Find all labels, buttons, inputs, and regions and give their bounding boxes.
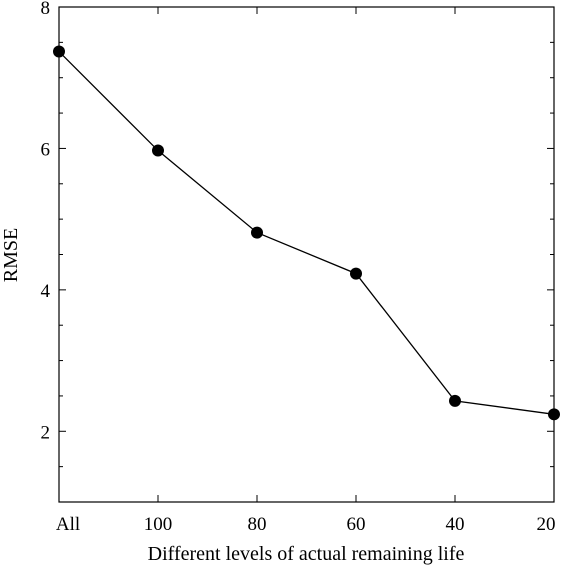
x-tick-label: 80 <box>248 514 267 535</box>
x-tick-label: 20 <box>537 514 556 535</box>
data-point <box>449 394 461 407</box>
y-tick-labels: 2 4 6 8 <box>41 0 51 443</box>
x-tick-label: All <box>56 514 80 535</box>
series-line <box>58 51 555 415</box>
y-tick-label: 2 <box>41 422 51 443</box>
x-axis-title: Different levels of actual remaining lif… <box>148 543 465 565</box>
y-tick-label: 8 <box>41 0 51 19</box>
y-tick-label: 4 <box>41 281 51 302</box>
x-tick-label: 100 <box>144 514 173 535</box>
plot-frame <box>58 6 555 503</box>
y-axis-title: RMSE <box>0 228 22 282</box>
data-point <box>152 144 164 157</box>
x-tick-labels: All 100 80 60 40 20 <box>56 514 556 535</box>
data-point <box>251 226 263 239</box>
x-tick-label: 60 <box>347 514 366 535</box>
x-tick-label: 40 <box>446 514 465 535</box>
data-point <box>548 408 560 421</box>
data-points <box>53 45 560 421</box>
y-tick-label: 6 <box>41 139 51 160</box>
data-point <box>53 45 65 58</box>
axis-ticks <box>58 6 555 503</box>
data-point <box>350 267 362 280</box>
